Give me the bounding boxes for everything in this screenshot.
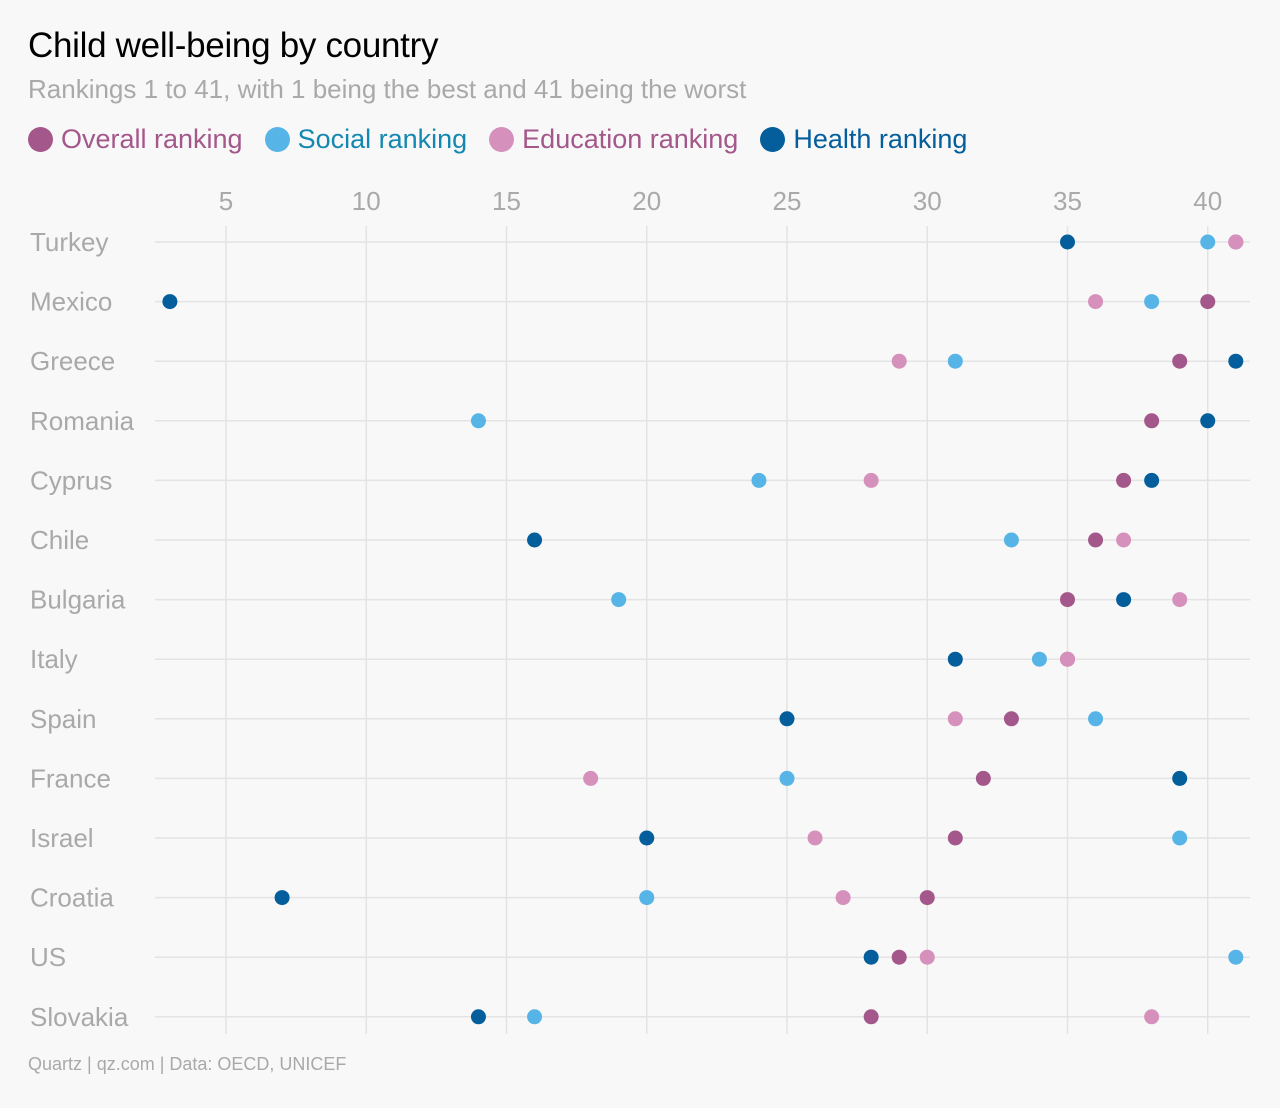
dot-education-ranking-cyprus bbox=[863, 472, 879, 488]
dot-overall-ranking-france bbox=[975, 770, 991, 786]
legend-item-education: Education ranking bbox=[489, 124, 738, 155]
country-label: Romania bbox=[30, 406, 135, 436]
dot-social-ranking-croatia bbox=[639, 890, 655, 906]
dot-social-ranking-israel bbox=[1172, 830, 1188, 846]
dot-overall-ranking-cyprus bbox=[1116, 472, 1132, 488]
dot-overall-ranking-chile bbox=[1088, 532, 1104, 548]
country-label: France bbox=[30, 763, 111, 793]
legend-item-social: Social ranking bbox=[264, 124, 468, 155]
legend-dot-social bbox=[264, 127, 290, 152]
dot-health-ranking-greece bbox=[1228, 353, 1244, 369]
dot-education-ranking-chile bbox=[1116, 532, 1132, 548]
dot-overall-ranking-us bbox=[891, 949, 907, 965]
dot-health-ranking-romania bbox=[1200, 413, 1216, 429]
country-label: Israel bbox=[30, 823, 94, 853]
x-tick-label: 10 bbox=[352, 186, 381, 216]
country-label: Chile bbox=[30, 525, 89, 555]
country-label: Cyprus bbox=[30, 465, 112, 495]
dot-health-ranking-chile bbox=[527, 532, 543, 548]
dot-health-ranking-slovakia bbox=[470, 1009, 486, 1025]
dot-social-ranking-bulgaria bbox=[611, 592, 627, 608]
legend-label-education: Education ranking bbox=[522, 124, 739, 154]
x-tick-label: 5 bbox=[219, 186, 233, 216]
dot-health-ranking-cyprus bbox=[1144, 472, 1160, 488]
x-tick-label: 15 bbox=[492, 186, 521, 216]
country-label: Bulgaria bbox=[30, 585, 126, 615]
dot-health-ranking-us bbox=[863, 949, 879, 965]
dot-education-ranking-turkey bbox=[1228, 234, 1244, 250]
legend-dot-overall bbox=[28, 127, 53, 152]
chart-subtitle: Rankings 1 to 41, with 1 being the best … bbox=[28, 74, 747, 104]
source-credit: Quartz | qz.com | Data: OECD, UNICEF bbox=[28, 1054, 347, 1074]
dot-social-ranking-spain bbox=[1088, 711, 1104, 727]
dot-health-ranking-croatia bbox=[274, 890, 290, 906]
dot-education-ranking-israel bbox=[807, 830, 823, 846]
legend-label-social: Social ranking bbox=[297, 124, 468, 154]
dot-overall-ranking-greece bbox=[1172, 353, 1188, 369]
dot-health-ranking-spain bbox=[779, 711, 795, 727]
dot-health-ranking-bulgaria bbox=[1116, 592, 1132, 608]
dot-overall-ranking-slovakia bbox=[863, 1009, 879, 1025]
dot-health-ranking-italy bbox=[947, 651, 963, 667]
dot-education-ranking-croatia bbox=[835, 890, 851, 906]
country-label: Croatia bbox=[30, 883, 114, 913]
country-label: Slovakia bbox=[30, 1002, 129, 1032]
dot-social-ranking-mexico bbox=[1144, 294, 1160, 310]
dot-overall-ranking-bulgaria bbox=[1060, 592, 1075, 608]
x-tick-label: 40 bbox=[1193, 186, 1222, 216]
dot-overall-ranking-romania bbox=[1144, 413, 1160, 429]
dot-education-ranking-us bbox=[919, 949, 935, 965]
dot-health-ranking-france bbox=[1172, 770, 1188, 786]
dot-education-ranking-france bbox=[583, 770, 599, 786]
legend-label-health: Health ranking bbox=[793, 124, 968, 154]
x-tick-label: 30 bbox=[913, 186, 942, 216]
country-label: Mexico bbox=[30, 287, 112, 317]
dot-education-ranking-greece bbox=[891, 353, 907, 369]
legend-dot-education bbox=[489, 127, 515, 152]
dot-social-ranking-cyprus bbox=[751, 472, 767, 488]
country-label: Greece bbox=[30, 346, 115, 376]
dot-education-ranking-slovakia bbox=[1144, 1009, 1160, 1025]
dot-social-ranking-us bbox=[1228, 949, 1244, 965]
dot-social-ranking-france bbox=[779, 770, 795, 786]
dot-education-ranking-bulgaria bbox=[1172, 592, 1188, 608]
dot-social-ranking-greece bbox=[947, 353, 963, 369]
country-label: Italy bbox=[30, 644, 78, 674]
dot-education-ranking-spain bbox=[947, 711, 963, 727]
dot-overall-ranking-israel bbox=[947, 830, 963, 846]
country-label: Turkey bbox=[30, 227, 109, 257]
dot-social-ranking-romania bbox=[470, 413, 486, 429]
dot-health-ranking-israel bbox=[639, 830, 655, 846]
legend-dot-health bbox=[760, 127, 786, 152]
dot-education-ranking-italy bbox=[1060, 651, 1075, 667]
country-label: US bbox=[30, 942, 66, 972]
dot-education-ranking-mexico bbox=[1088, 294, 1104, 310]
legend-item-health: Health ranking bbox=[760, 124, 967, 155]
dot-overall-ranking-mexico bbox=[1200, 294, 1216, 310]
dot-social-ranking-turkey bbox=[1200, 234, 1216, 250]
dot-health-ranking-mexico bbox=[162, 294, 178, 310]
legend: Overall ranking Social ranking Education… bbox=[28, 124, 989, 155]
dot-social-ranking-italy bbox=[1031, 651, 1047, 667]
dot-overall-ranking-spain bbox=[1003, 711, 1019, 727]
dot-social-ranking-chile bbox=[1003, 532, 1019, 548]
legend-item-overall: Overall ranking bbox=[28, 124, 243, 155]
x-tick-label: 20 bbox=[632, 186, 661, 216]
dot-social-ranking-slovakia bbox=[527, 1009, 543, 1025]
country-label: Spain bbox=[30, 704, 97, 734]
x-tick-label: 35 bbox=[1053, 186, 1082, 216]
chart-title: Child well-being by country bbox=[28, 26, 439, 65]
x-tick-label: 25 bbox=[773, 186, 802, 216]
dot-overall-ranking-croatia bbox=[919, 890, 935, 906]
legend-label-overall: Overall ranking bbox=[61, 124, 243, 154]
dot-health-ranking-turkey bbox=[1060, 234, 1075, 250]
